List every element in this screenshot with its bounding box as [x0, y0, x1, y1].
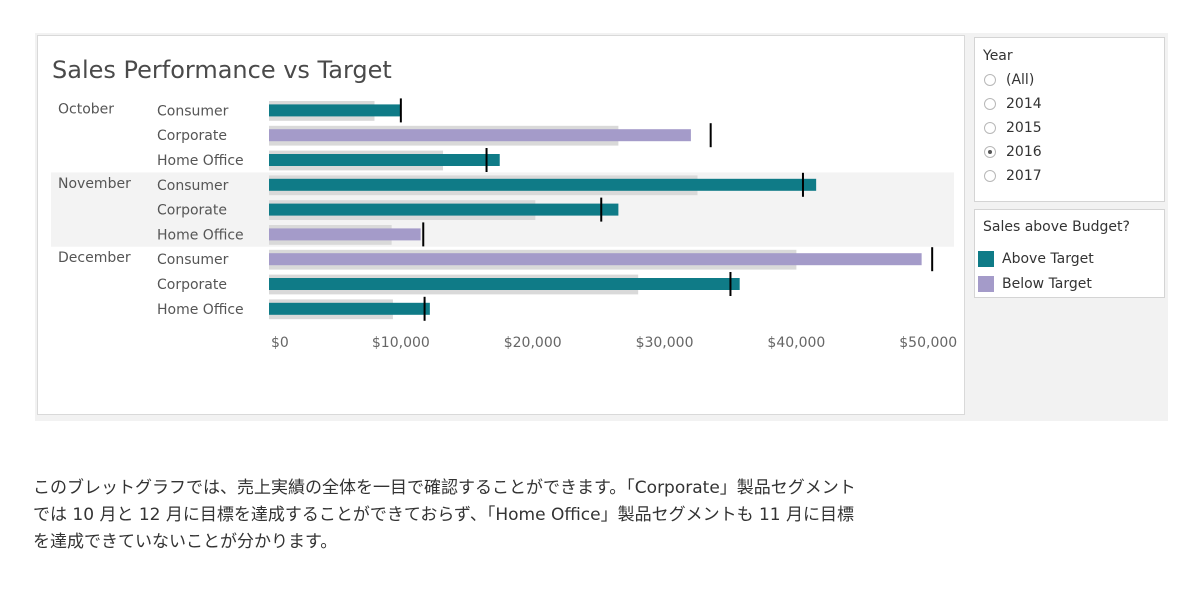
legend-item-below-target[interactable]: Below Target	[975, 271, 1164, 296]
legend-panel: Sales above Budget? Above Target Below Ta…	[974, 209, 1165, 298]
segment-label: Consumer	[157, 103, 229, 119]
actual-bar	[269, 104, 401, 117]
year-filter-options: (All) 2014 2015 2016 2017	[975, 68, 1164, 188]
actual-bar	[269, 253, 922, 266]
actual-bar	[269, 228, 421, 241]
legend-item-above-target[interactable]: Above Target	[975, 246, 1164, 271]
chart-panel: Sales Performance vs Target Consumer Octob…	[37, 35, 965, 415]
radio-button[interactable]	[984, 74, 996, 86]
radio-button[interactable]	[984, 170, 996, 182]
month-label: November	[58, 176, 131, 192]
year-filter-title: Year	[983, 48, 1013, 64]
year-option-label: 2014	[1006, 96, 1042, 112]
x-tick-label: $10,000	[372, 335, 430, 351]
year-option-all[interactable]: (All)	[975, 68, 1164, 92]
year-option-label: 2017	[1006, 168, 1042, 184]
legend-label: Below Target	[1002, 275, 1092, 292]
x-tick-label: $30,000	[636, 335, 694, 351]
year-option-2015[interactable]: 2015	[975, 116, 1164, 140]
segment-label: Corporate	[157, 277, 227, 293]
actual-bar	[269, 278, 740, 290]
chart-title: Sales Performance vs Target	[52, 56, 392, 84]
actual-bar	[269, 302, 430, 315]
legend-title: Sales above Budget?	[983, 219, 1130, 235]
segment-label: Corporate	[157, 203, 227, 219]
year-option-2014[interactable]: 2014	[975, 92, 1164, 116]
year-option-2017[interactable]: 2017	[975, 164, 1164, 188]
segment-label: Corporate	[157, 128, 227, 144]
radio-button[interactable]	[984, 146, 996, 158]
caption-line-1: このブレットグラフでは、売上実績の全体を一目で確認することができます。「Corp…	[33, 478, 856, 498]
actual-bar	[269, 178, 817, 191]
actual-bar	[269, 203, 619, 216]
actual-bar	[269, 129, 691, 142]
segment-label: Home Office	[157, 153, 244, 169]
radio-button[interactable]	[984, 122, 996, 134]
year-option-label: 2016	[1006, 144, 1042, 160]
year-filter-panel: Year (All) 2014 2015 2016 2017	[974, 37, 1165, 202]
x-tick-label: $20,000	[504, 335, 562, 351]
x-tick-label: $0	[271, 335, 289, 351]
caption-line-3: を達成できていないことが分かります。	[33, 532, 338, 552]
month-label: October	[58, 101, 114, 117]
actual-bar	[269, 154, 500, 166]
legend-swatch	[978, 250, 994, 267]
radio-button[interactable]	[984, 98, 996, 110]
caption: このブレットグラフでは、売上実績の全体を一目で確認することができます。「Corp…	[33, 475, 953, 556]
caption-line-2: では 10 月と 12 月に目標を達成することができておらず、「Home Off…	[33, 505, 855, 525]
segment-label: Home Office	[157, 227, 244, 243]
month-label: December	[58, 250, 131, 266]
segment-label: Consumer	[157, 178, 229, 194]
x-tick-label: $50,000	[899, 335, 957, 351]
year-option-label: (All)	[1006, 72, 1035, 88]
bullet-chart: Sales Performance vs Target Consumer Octob…	[51, 56, 957, 351]
segment-label: Consumer	[157, 252, 229, 268]
year-option-label: 2015	[1006, 120, 1042, 136]
segment-label: Home Office	[157, 302, 244, 318]
legend-items: Above Target Below Target	[975, 246, 1164, 296]
legend-label: Above Target	[1002, 250, 1094, 267]
legend-swatch	[978, 275, 994, 292]
year-option-2016[interactable]: 2016	[975, 140, 1164, 164]
x-tick-label: $40,000	[767, 335, 825, 351]
